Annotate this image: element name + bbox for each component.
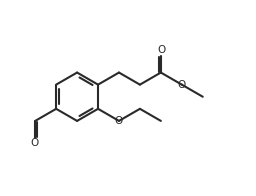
Text: O: O — [115, 116, 123, 126]
Text: O: O — [178, 80, 186, 90]
Text: O: O — [157, 45, 165, 55]
Text: O: O — [30, 138, 39, 148]
